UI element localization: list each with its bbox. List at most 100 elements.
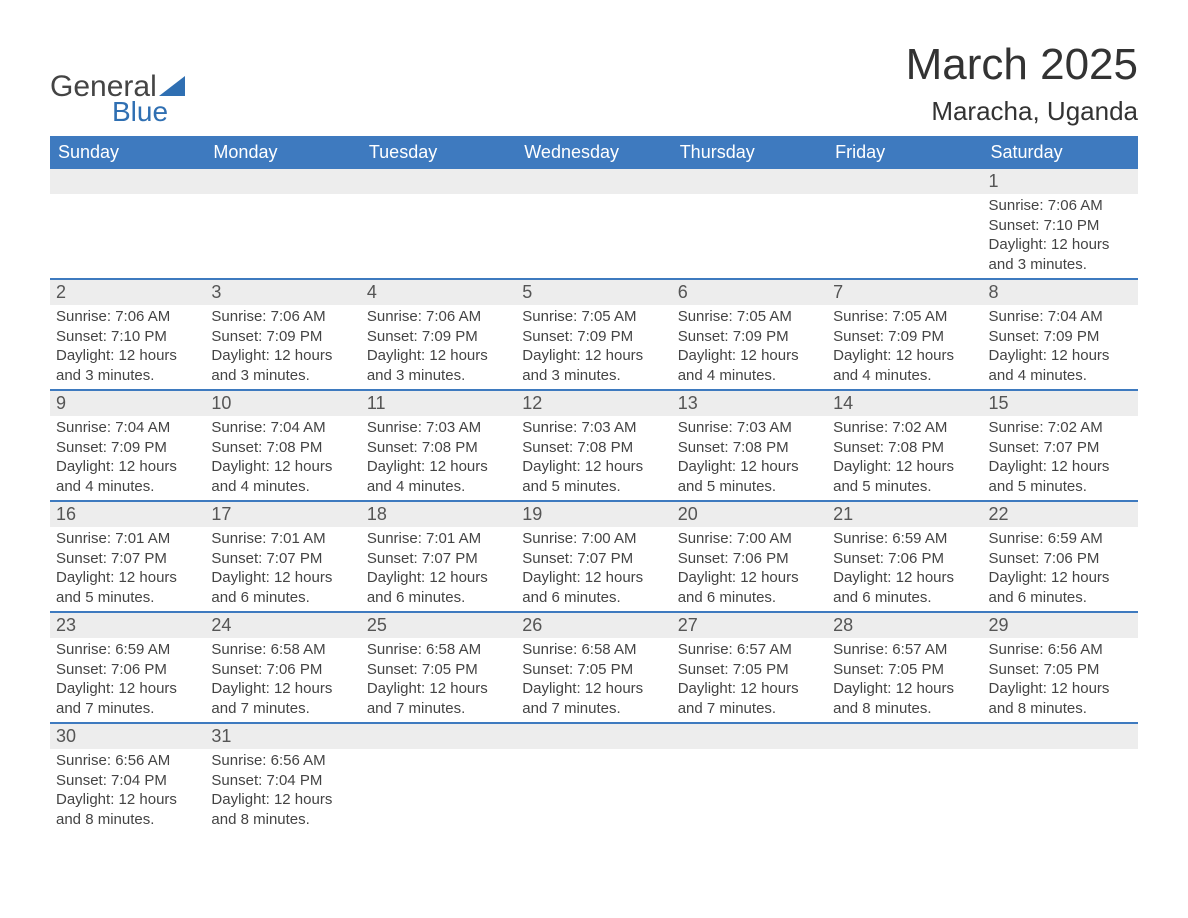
day-cell: 5Sunrise: 7:05 AMSunset: 7:09 PMDaylight…	[516, 279, 671, 390]
daylight-line: Daylight: 12 hours and 7 minutes.	[211, 679, 356, 718]
daylight-line: Daylight: 12 hours and 7 minutes.	[522, 679, 667, 718]
daylight-line: Daylight: 12 hours and 8 minutes.	[833, 679, 978, 718]
sunrise-line: Sunrise: 6:59 AM	[56, 640, 201, 660]
daylight-line: Daylight: 12 hours and 5 minutes.	[522, 457, 667, 496]
day-cell: 25Sunrise: 6:58 AMSunset: 7:05 PMDayligh…	[361, 612, 516, 723]
day-body: Sunrise: 7:01 AMSunset: 7:07 PMDaylight:…	[361, 527, 516, 611]
day-number-empty	[672, 724, 827, 749]
day-number-empty	[516, 724, 671, 749]
daylight-line: Daylight: 12 hours and 4 minutes.	[56, 457, 201, 496]
day-cell: 11Sunrise: 7:03 AMSunset: 7:08 PMDayligh…	[361, 390, 516, 501]
daylight-line: Daylight: 12 hours and 8 minutes.	[56, 790, 201, 829]
sunset-line: Sunset: 7:05 PM	[522, 660, 667, 680]
sunset-line: Sunset: 7:06 PM	[833, 549, 978, 569]
day-cell	[361, 169, 516, 279]
daylight-line: Daylight: 12 hours and 6 minutes.	[989, 568, 1134, 607]
day-body: Sunrise: 7:00 AMSunset: 7:06 PMDaylight:…	[672, 527, 827, 611]
day-cell: 21Sunrise: 6:59 AMSunset: 7:06 PMDayligh…	[827, 501, 982, 612]
daylight-line: Daylight: 12 hours and 8 minutes.	[211, 790, 356, 829]
day-body: Sunrise: 6:58 AMSunset: 7:06 PMDaylight:…	[205, 638, 360, 722]
sunset-line: Sunset: 7:08 PM	[367, 438, 512, 458]
day-body: Sunrise: 7:04 AMSunset: 7:09 PMDaylight:…	[983, 305, 1138, 389]
day-body: Sunrise: 7:05 AMSunset: 7:09 PMDaylight:…	[672, 305, 827, 389]
day-body: Sunrise: 7:03 AMSunset: 7:08 PMDaylight:…	[672, 416, 827, 500]
day-body: Sunrise: 7:02 AMSunset: 7:08 PMDaylight:…	[827, 416, 982, 500]
day-cell	[516, 169, 671, 279]
week-row: 23Sunrise: 6:59 AMSunset: 7:06 PMDayligh…	[50, 612, 1138, 723]
sunset-line: Sunset: 7:09 PM	[56, 438, 201, 458]
day-body: Sunrise: 7:02 AMSunset: 7:07 PMDaylight:…	[983, 416, 1138, 500]
sunset-line: Sunset: 7:07 PM	[522, 549, 667, 569]
daylight-line: Daylight: 12 hours and 3 minutes.	[56, 346, 201, 385]
day-cell	[672, 723, 827, 833]
day-body: Sunrise: 6:56 AMSunset: 7:04 PMDaylight:…	[50, 749, 205, 833]
day-number: 4	[361, 280, 516, 305]
daylight-line: Daylight: 12 hours and 4 minutes.	[989, 346, 1134, 385]
day-body: Sunrise: 6:57 AMSunset: 7:05 PMDaylight:…	[827, 638, 982, 722]
day-cell: 1Sunrise: 7:06 AMSunset: 7:10 PMDaylight…	[983, 169, 1138, 279]
day-body: Sunrise: 7:06 AMSunset: 7:09 PMDaylight:…	[361, 305, 516, 389]
daylight-line: Daylight: 12 hours and 3 minutes.	[989, 235, 1134, 274]
week-row: 1Sunrise: 7:06 AMSunset: 7:10 PMDaylight…	[50, 169, 1138, 279]
daylight-line: Daylight: 12 hours and 4 minutes.	[833, 346, 978, 385]
daylight-line: Daylight: 12 hours and 6 minutes.	[833, 568, 978, 607]
sunrise-line: Sunrise: 7:03 AM	[367, 418, 512, 438]
sunrise-line: Sunrise: 7:05 AM	[833, 307, 978, 327]
sunset-line: Sunset: 7:09 PM	[833, 327, 978, 347]
day-number: 14	[827, 391, 982, 416]
day-cell: 27Sunrise: 6:57 AMSunset: 7:05 PMDayligh…	[672, 612, 827, 723]
day-body: Sunrise: 7:06 AMSunset: 7:10 PMDaylight:…	[983, 194, 1138, 278]
day-cell: 26Sunrise: 6:58 AMSunset: 7:05 PMDayligh…	[516, 612, 671, 723]
day-body: Sunrise: 7:03 AMSunset: 7:08 PMDaylight:…	[516, 416, 671, 500]
day-number: 19	[516, 502, 671, 527]
sunrise-line: Sunrise: 6:56 AM	[56, 751, 201, 771]
day-body: Sunrise: 7:05 AMSunset: 7:09 PMDaylight:…	[516, 305, 671, 389]
daylight-line: Daylight: 12 hours and 4 minutes.	[367, 457, 512, 496]
day-number: 12	[516, 391, 671, 416]
sunrise-line: Sunrise: 7:05 AM	[678, 307, 823, 327]
daylight-line: Daylight: 12 hours and 5 minutes.	[833, 457, 978, 496]
daylight-line: Daylight: 12 hours and 5 minutes.	[989, 457, 1134, 496]
day-body: Sunrise: 7:00 AMSunset: 7:07 PMDaylight:…	[516, 527, 671, 611]
sunset-line: Sunset: 7:09 PM	[522, 327, 667, 347]
day-cell: 7Sunrise: 7:05 AMSunset: 7:09 PMDaylight…	[827, 279, 982, 390]
day-cell: 6Sunrise: 7:05 AMSunset: 7:09 PMDaylight…	[672, 279, 827, 390]
daylight-line: Daylight: 12 hours and 3 minutes.	[211, 346, 356, 385]
day-number: 2	[50, 280, 205, 305]
sunrise-line: Sunrise: 7:04 AM	[56, 418, 201, 438]
day-number: 13	[672, 391, 827, 416]
day-cell: 29Sunrise: 6:56 AMSunset: 7:05 PMDayligh…	[983, 612, 1138, 723]
day-cell: 24Sunrise: 6:58 AMSunset: 7:06 PMDayligh…	[205, 612, 360, 723]
day-body: Sunrise: 6:58 AMSunset: 7:05 PMDaylight:…	[361, 638, 516, 722]
logo: General Blue	[50, 40, 185, 128]
day-cell: 20Sunrise: 7:00 AMSunset: 7:06 PMDayligh…	[672, 501, 827, 612]
day-cell: 14Sunrise: 7:02 AMSunset: 7:08 PMDayligh…	[827, 390, 982, 501]
day-cell: 9Sunrise: 7:04 AMSunset: 7:09 PMDaylight…	[50, 390, 205, 501]
sunset-line: Sunset: 7:06 PM	[678, 549, 823, 569]
sunset-line: Sunset: 7:05 PM	[989, 660, 1134, 680]
sunrise-line: Sunrise: 6:58 AM	[367, 640, 512, 660]
day-body: Sunrise: 7:03 AMSunset: 7:08 PMDaylight:…	[361, 416, 516, 500]
day-cell: 15Sunrise: 7:02 AMSunset: 7:07 PMDayligh…	[983, 390, 1138, 501]
day-number: 22	[983, 502, 1138, 527]
day-cell	[205, 169, 360, 279]
day-body: Sunrise: 6:56 AMSunset: 7:05 PMDaylight:…	[983, 638, 1138, 722]
sunset-line: Sunset: 7:08 PM	[678, 438, 823, 458]
day-body: Sunrise: 6:59 AMSunset: 7:06 PMDaylight:…	[50, 638, 205, 722]
sunrise-line: Sunrise: 7:06 AM	[367, 307, 512, 327]
day-number: 8	[983, 280, 1138, 305]
day-number: 28	[827, 613, 982, 638]
day-number-empty	[50, 169, 205, 194]
day-cell	[672, 169, 827, 279]
day-number: 21	[827, 502, 982, 527]
day-cell: 31Sunrise: 6:56 AMSunset: 7:04 PMDayligh…	[205, 723, 360, 833]
day-cell: 12Sunrise: 7:03 AMSunset: 7:08 PMDayligh…	[516, 390, 671, 501]
sunset-line: Sunset: 7:10 PM	[989, 216, 1134, 236]
sunrise-line: Sunrise: 7:06 AM	[56, 307, 201, 327]
day-number: 7	[827, 280, 982, 305]
daylight-line: Daylight: 12 hours and 6 minutes.	[522, 568, 667, 607]
day-cell: 10Sunrise: 7:04 AMSunset: 7:08 PMDayligh…	[205, 390, 360, 501]
day-cell	[516, 723, 671, 833]
day-cell	[50, 169, 205, 279]
day-cell: 19Sunrise: 7:00 AMSunset: 7:07 PMDayligh…	[516, 501, 671, 612]
